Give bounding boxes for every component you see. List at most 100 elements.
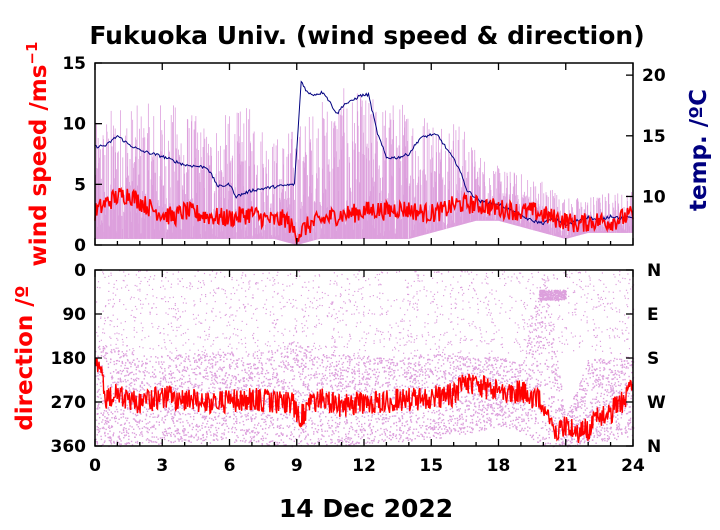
direction-dot — [305, 435, 307, 437]
direction-dot — [173, 402, 176, 404]
direction-dot — [112, 393, 115, 395]
direction-dot — [544, 336, 546, 339]
direction-dot — [456, 409, 458, 412]
direction-dot — [482, 416, 484, 418]
direction-dot — [569, 414, 571, 417]
direction-dot — [233, 413, 235, 415]
direction-dot — [358, 361, 360, 364]
direction-dot — [299, 366, 301, 368]
direction-dot — [197, 438, 200, 440]
direction-dot — [531, 436, 533, 439]
direction-dot — [130, 408, 133, 410]
direction-dot — [154, 441, 157, 443]
direction-dot — [135, 415, 137, 417]
direction-dot — [316, 376, 318, 379]
direction-dot — [421, 384, 424, 386]
direction-dot — [452, 353, 454, 355]
direction-dot — [393, 422, 395, 424]
direction-dot — [542, 436, 544, 439]
direction-dot — [370, 419, 372, 421]
direction-dot — [322, 411, 324, 413]
direction-dot — [370, 392, 373, 394]
direction-dot — [263, 410, 266, 412]
direction-dot — [202, 398, 205, 400]
direction-dot — [407, 369, 410, 372]
direction-dot — [441, 399, 443, 401]
direction-dot — [477, 393, 479, 396]
direction-dot — [356, 422, 358, 425]
direction-dot — [243, 384, 245, 387]
direction-dot — [528, 375, 531, 377]
direction-dot — [251, 373, 254, 375]
direction-dot — [469, 359, 471, 362]
direction-dot — [362, 427, 365, 430]
direction-dot — [395, 421, 398, 424]
direction-dot — [196, 423, 198, 426]
direction-dot — [444, 357, 446, 359]
direction-dot — [292, 351, 295, 353]
direction-dot — [513, 388, 515, 390]
direction-dot — [599, 379, 601, 381]
direction-dot — [143, 426, 145, 428]
direction-dot — [408, 365, 410, 368]
direction-dot — [115, 369, 117, 371]
direction-dot — [109, 436, 111, 438]
direction-dot — [467, 408, 469, 411]
direction-dot — [590, 410, 592, 412]
direction-dot — [178, 370, 180, 372]
direction-dot — [174, 435, 176, 438]
direction-dot — [400, 390, 402, 392]
direction-dot — [148, 408, 150, 410]
direction-dot — [310, 354, 312, 357]
direction-dot — [142, 411, 144, 413]
direction-dot — [524, 427, 526, 430]
direction-dot — [278, 365, 280, 367]
direction-dot — [386, 436, 388, 438]
direction-dot — [147, 402, 149, 405]
direction-dot — [504, 385, 507, 387]
direction-dot — [309, 439, 312, 441]
direction-dot — [197, 392, 199, 394]
direction-dot — [196, 374, 198, 376]
direction-dot — [135, 373, 137, 375]
direction-dot — [532, 350, 534, 353]
direction-dot — [378, 358, 381, 360]
direction-dot — [588, 365, 590, 367]
direction-dot — [504, 380, 506, 382]
direction-dot — [440, 390, 442, 392]
direction-dot — [111, 378, 113, 380]
direction-dot — [164, 428, 166, 430]
direction-dot — [179, 433, 181, 435]
direction-dot — [103, 375, 106, 378]
direction-dot — [300, 351, 302, 353]
direction-dot — [295, 349, 297, 351]
direction-dot — [411, 439, 413, 441]
direction-dot — [561, 406, 563, 408]
direction-dot — [192, 357, 195, 359]
direction-dot — [342, 369, 344, 372]
direction-dot — [602, 422, 604, 424]
direction-dot — [190, 382, 192, 384]
direction-dot — [113, 417, 116, 419]
direction-dot — [620, 417, 622, 419]
direction-dot — [402, 432, 404, 434]
direction-dot — [248, 370, 250, 372]
direction-dot — [427, 386, 429, 388]
direction-dot — [347, 433, 350, 435]
direction-dot — [464, 374, 467, 376]
direction-dot — [255, 441, 258, 443]
direction-dot — [236, 418, 238, 420]
direction-dot — [437, 433, 440, 435]
direction-dot — [420, 355, 422, 358]
direction-dot — [337, 393, 340, 395]
direction-dot — [419, 424, 421, 427]
direction-dot — [96, 434, 98, 436]
direction-dot — [557, 399, 559, 401]
direction-dot — [562, 414, 564, 416]
direction-dot — [408, 429, 410, 431]
direction-dot — [128, 435, 130, 437]
direction-dot — [168, 407, 170, 409]
direction-dot — [606, 435, 609, 437]
direction-dot — [602, 420, 604, 423]
direction-dot — [241, 369, 243, 372]
